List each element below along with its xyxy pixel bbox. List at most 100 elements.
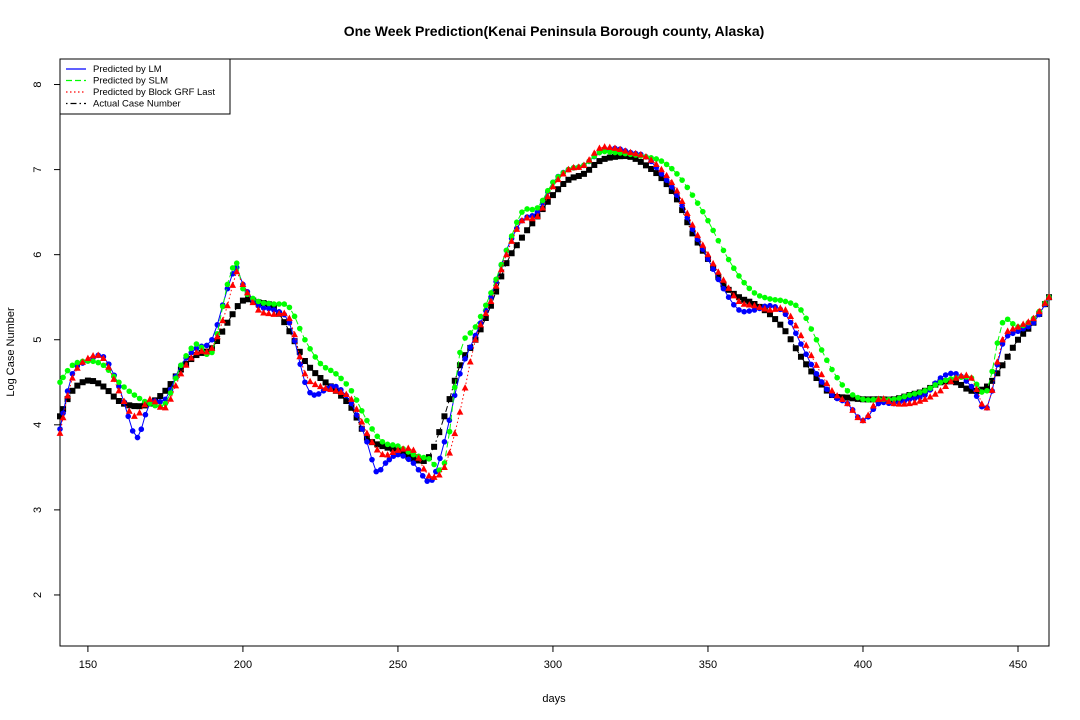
data-point-actual-case-number: [544, 198, 551, 205]
data-point-predicted-by-slm: [772, 296, 778, 303]
data-point-predicted-by-block-grf-last: [678, 197, 686, 205]
data-point-actual-case-number: [513, 242, 520, 249]
data-point-predicted-by-slm: [95, 359, 102, 366]
data-point-predicted-by-block-grf-last: [539, 204, 547, 211]
data-point-predicted-by-block-grf-last: [931, 390, 939, 397]
data-point-predicted-by-block-grf-last: [508, 237, 516, 244]
data-point-predicted-by-lm: [373, 468, 380, 475]
data-point-predicted-by-slm: [353, 397, 360, 403]
data-point-predicted-by-block-grf-last: [771, 305, 779, 312]
data-point-predicted-by-lm: [829, 392, 835, 398]
data-point-predicted-by-slm: [116, 379, 122, 386]
data-point-predicted-by-block-grf-last: [880, 395, 888, 402]
data-point-predicted-by-block-grf-last: [565, 165, 572, 173]
data-point-actual-case-number: [648, 165, 655, 172]
data-point-predicted-by-block-grf-last: [993, 358, 1001, 365]
data-point-predicted-by-block-grf-last: [844, 399, 851, 407]
data-point-predicted-by-block-grf-last: [177, 369, 185, 377]
data-point-predicted-by-slm: [973, 381, 980, 388]
data-point-predicted-by-block-grf-last: [849, 406, 857, 413]
data-point-predicted-by-slm: [793, 302, 799, 309]
y-axis: 2 3 4 5 6 7 8: [32, 81, 60, 598]
data-point-actual-case-number: [1004, 353, 1011, 360]
data-point-predicted-by-block-grf-last: [818, 370, 826, 378]
data-point-predicted-by-block-grf-last: [399, 445, 407, 452]
data-point-actual-case-number: [673, 196, 680, 203]
data-point-predicted-by-block-grf-last: [601, 143, 609, 150]
x-axis-label: days: [542, 693, 566, 705]
data-point-predicted-by-slm: [90, 358, 96, 365]
data-point-actual-case-number: [110, 393, 117, 400]
data-point-predicted-by-slm: [136, 395, 143, 402]
data-point-predicted-by-slm: [364, 417, 370, 424]
data-point-actual-case-number: [591, 161, 598, 168]
data-point-predicted-by-block-grf-last: [740, 300, 748, 307]
data-point-actual-case-number: [126, 402, 133, 409]
data-point-actual-case-number: [503, 260, 510, 267]
data-point-predicted-by-block-grf-last: [952, 374, 960, 381]
data-point-predicted-by-lm: [315, 391, 322, 397]
data-point-predicted-by-block-grf-last: [658, 165, 665, 173]
data-point-predicted-by-block-grf-last: [761, 305, 769, 312]
data-point-actual-case-number: [777, 321, 784, 328]
data-point-predicted-by-block-grf-last: [833, 392, 841, 399]
data-point-actual-case-number: [803, 361, 810, 368]
data-point-predicted-by-block-grf-last: [363, 429, 371, 436]
data-point-predicted-by-block-grf-last: [745, 301, 753, 308]
data-point-predicted-by-block-grf-last: [156, 403, 164, 410]
data-point-predicted-by-lm: [1030, 319, 1037, 326]
data-point-predicted-by-lm: [405, 456, 412, 463]
data-point-predicted-by-block-grf-last: [730, 291, 738, 299]
data-point-predicted-by-lm: [736, 307, 742, 313]
data-point-predicted-by-block-grf-last: [942, 382, 950, 389]
data-point-actual-case-number: [1020, 330, 1027, 337]
data-point-actual-case-number: [224, 319, 231, 326]
data-point-predicted-by-block-grf-last: [647, 156, 655, 163]
data-point-predicted-by-slm: [596, 149, 603, 156]
legend-box: [59, 58, 231, 115]
data-point-predicted-by-lm: [803, 351, 809, 358]
data-point-predicted-by-slm: [426, 456, 432, 462]
data-point-actual-case-number: [720, 281, 727, 288]
data-point-predicted-by-block-grf-last: [751, 301, 758, 309]
data-point-predicted-by-lm: [260, 305, 267, 311]
data-point-predicted-by-lm: [973, 393, 980, 399]
data-point-predicted-by-block-grf-last: [864, 411, 872, 418]
data-point-predicted-by-slm: [720, 247, 727, 254]
data-point-predicted-by-slm: [606, 149, 613, 155]
data-point-predicted-by-slm: [932, 382, 939, 388]
data-point-predicted-by-slm: [369, 426, 375, 432]
data-point-predicted-by-slm: [741, 279, 747, 286]
data-point-predicted-by-block-grf-last: [590, 149, 598, 156]
data-point-predicted-by-block-grf-last: [286, 314, 293, 322]
data-point-predicted-by-lm: [395, 451, 401, 458]
data-point-predicted-by-block-grf-last: [999, 335, 1006, 343]
data-point-predicted-by-slm: [782, 298, 789, 305]
data-point-predicted-by-slm: [844, 387, 851, 394]
data-point-predicted-by-block-grf-last: [503, 250, 510, 258]
data-point-predicted-by-block-grf-last: [1009, 325, 1017, 332]
data-point-predicted-by-slm: [529, 206, 536, 213]
data-point-predicted-by-slm: [787, 300, 794, 306]
y-tick-label: 5: [32, 337, 44, 343]
data-point-predicted-by-lm: [369, 456, 375, 463]
series-line-actual-case-number: [59, 155, 1050, 462]
data-point-predicted-by-lm: [462, 356, 468, 362]
data-point-predicted-by-block-grf-last: [580, 161, 588, 168]
data-point-predicted-by-slm: [865, 397, 871, 403]
data-point-predicted-by-block-grf-last: [167, 395, 174, 402]
data-point-predicted-by-slm: [984, 387, 990, 394]
data-point-predicted-by-lm: [188, 349, 195, 356]
data-point-predicted-by-slm: [74, 359, 81, 366]
data-point-actual-case-number: [642, 162, 649, 169]
data-point-actual-case-number: [384, 444, 391, 451]
data-point-predicted-by-slm: [1004, 316, 1011, 323]
data-point-predicted-by-slm: [612, 149, 618, 156]
data-point-predicted-by-block-grf-last: [384, 451, 391, 458]
data-point-predicted-by-lm: [813, 370, 820, 377]
data-point-predicted-by-block-grf-last: [627, 148, 634, 156]
data-point-predicted-by-block-grf-last: [446, 449, 454, 456]
data-point-predicted-by-slm: [384, 441, 391, 448]
